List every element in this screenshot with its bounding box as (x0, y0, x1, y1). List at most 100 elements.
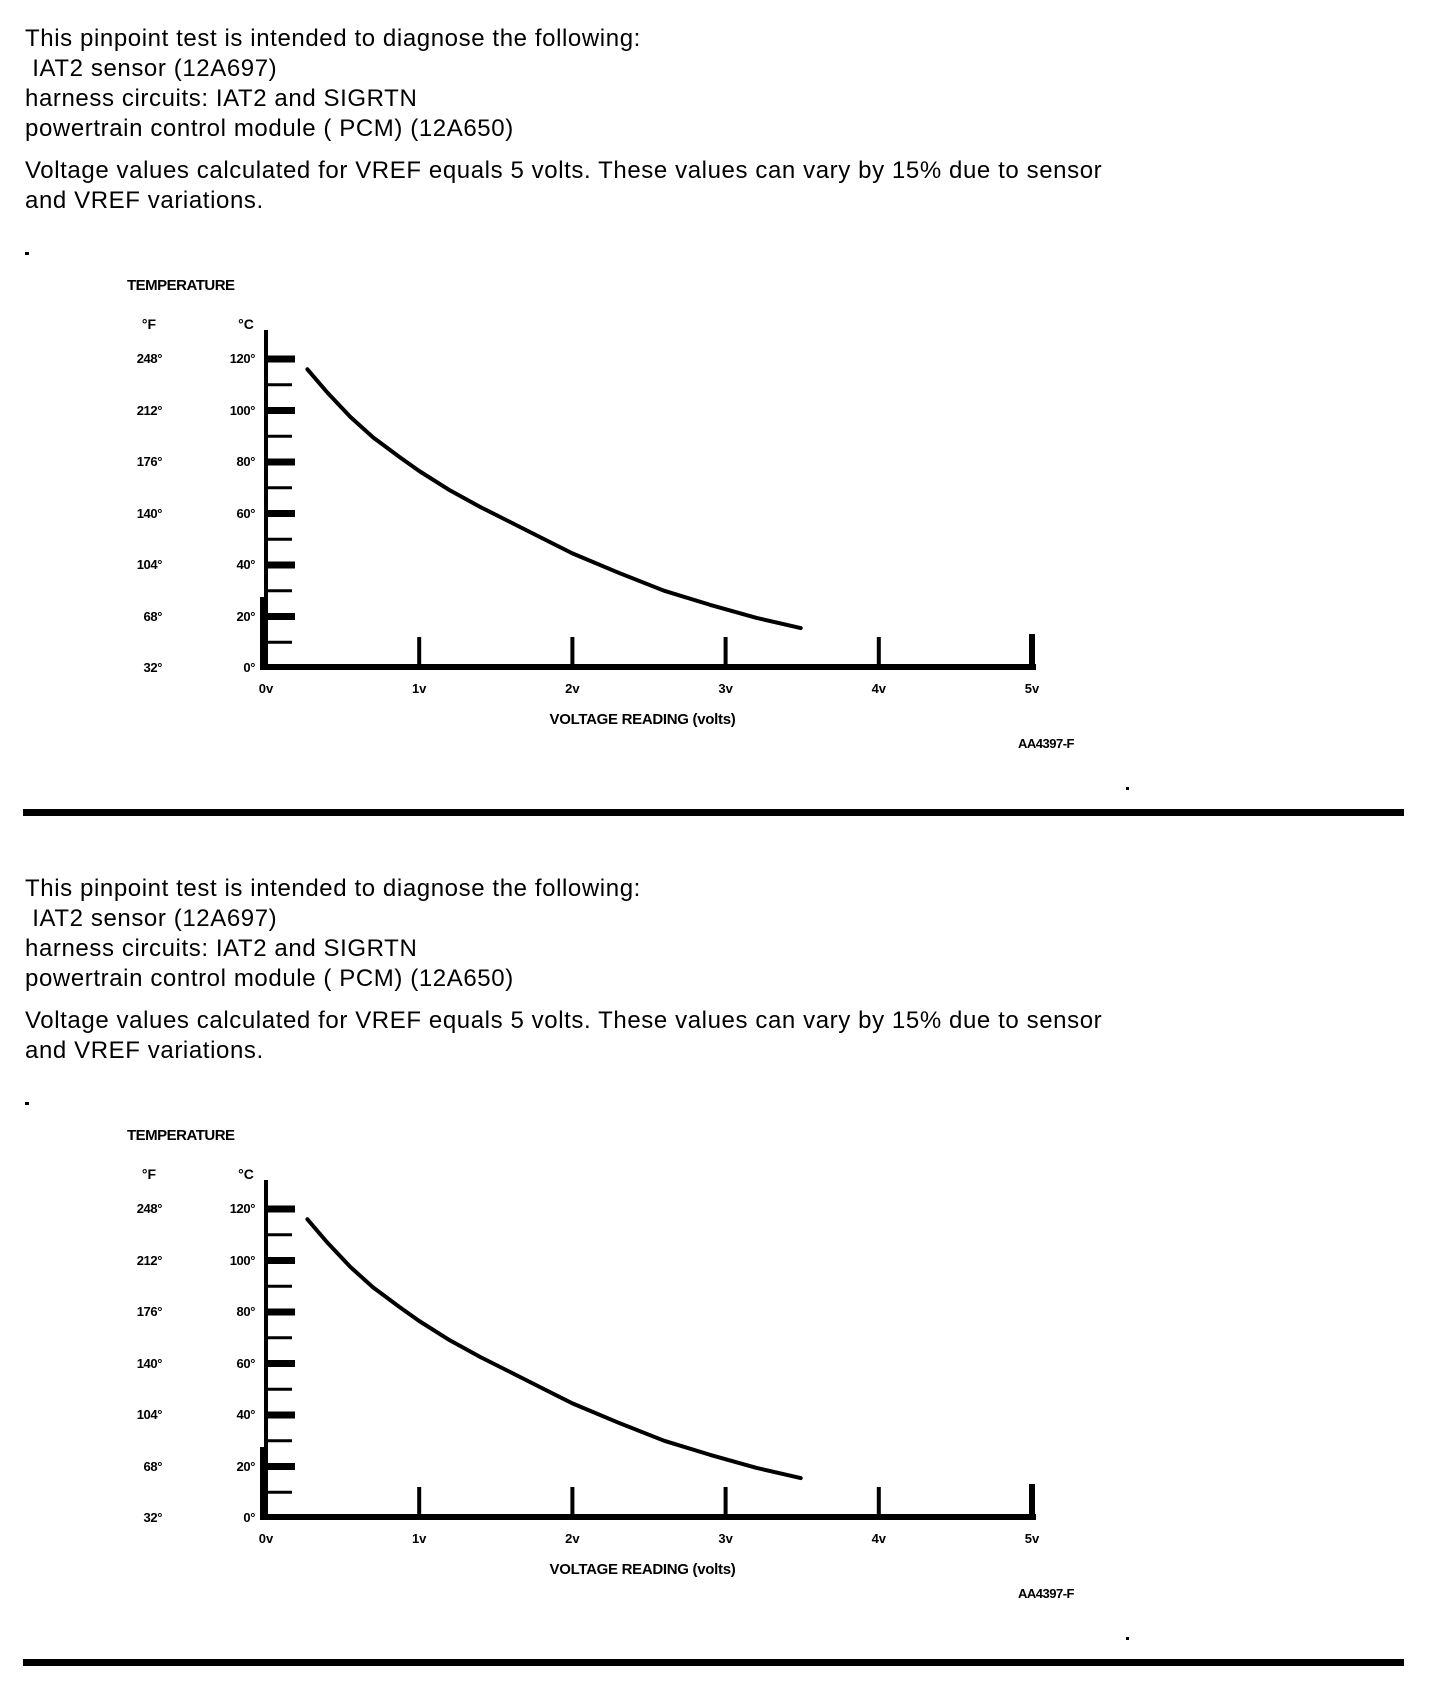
voltage-tick-label: 1v (411, 1531, 427, 1546)
fahrenheit-tick-label: 140° (136, 505, 163, 521)
y-minor-tick (268, 589, 292, 593)
celsius-tick-label: 80° (236, 1304, 256, 1319)
y-axis-lower-thickening (260, 1447, 265, 1520)
fahrenheit-tick-label: 248° (136, 1201, 163, 1216)
voltage-tick-label: 1v (411, 681, 427, 696)
fahrenheit-tick-label: 176° (136, 1304, 163, 1319)
chart-title: TEMPERATURE (127, 1127, 235, 1144)
sensor-curve (305, 1217, 803, 1481)
x-volt-tick (876, 637, 881, 664)
y-major-tick (268, 407, 295, 414)
y-minor-tick (268, 1387, 292, 1391)
y-minor-tick (268, 383, 292, 387)
section-divider (23, 809, 1404, 816)
diagnose-item-harness: harness circuits: IAT2 and SIGRTN (25, 85, 418, 112)
fahrenheit-tick-label: 32° (143, 1510, 163, 1525)
fahrenheit-tick-label: 248° (136, 351, 163, 366)
stray-dot (25, 252, 29, 255)
y-major-tick (268, 1257, 295, 1264)
y-minor-tick (268, 537, 292, 541)
iat2-transfer-chart: TEMPERATURE °F °C 248° 120° 212° 100° 176° 80° 14… (0, 850, 1456, 1700)
celsius-tick-label: 100° (229, 1252, 256, 1268)
celsius-tick-label: 40° (236, 557, 256, 572)
y-axis (264, 1180, 268, 1520)
fahrenheit-tick-label: 68° (143, 608, 163, 624)
voltage-tick-label: 5v (1024, 1531, 1040, 1546)
y-major-tick (268, 1463, 295, 1470)
figure-code: AA4397-F (1018, 1586, 1074, 1601)
y-major-tick (268, 1205, 295, 1213)
fahrenheit-tick-label: 140° (136, 1355, 163, 1371)
y-axis (264, 330, 268, 670)
vref-note-line2: and VREF variations. (25, 1037, 264, 1064)
chart-canvas (260, 1180, 1036, 1520)
voltage-tick-label: 3v (718, 681, 733, 696)
fahrenheit-tick-label: 212° (136, 1252, 163, 1268)
voltage-tick-label: 2v (565, 1531, 580, 1546)
diagnose-item-pcm: powertrain control module ( PCM) (12A650… (25, 965, 514, 992)
x-volt-tick (417, 637, 422, 664)
pinpoint-test-section: This pinpoint test is intended to diagno… (0, 850, 1456, 1700)
y-major-tick (268, 613, 295, 620)
stray-dot (1126, 787, 1129, 790)
y-major-tick (268, 458, 295, 466)
y-major-tick (268, 510, 295, 517)
x-axis (264, 1514, 1036, 1520)
celsius-tick-label: 100° (229, 402, 256, 418)
diagnose-item-sensor: IAT2 sensor (12A697) (25, 55, 278, 82)
chart-canvas (260, 330, 1036, 670)
diagnose-item-harness: harness circuits: IAT2 and SIGRTN (25, 935, 418, 962)
voltage-tick-label: 0v (258, 1531, 274, 1546)
voltage-tick-label: 4v (871, 681, 887, 696)
y-major-tick (268, 1360, 295, 1367)
y-minor-tick (268, 1233, 292, 1237)
diagnose-heading: This pinpoint test is intended to diagno… (25, 875, 641, 902)
diagnose-item-sensor: IAT2 sensor (12A697) (25, 905, 278, 932)
voltage-tick-label: 3v (718, 1531, 733, 1546)
fahrenheit-tick-label: 104° (136, 557, 163, 572)
y-minor-tick (268, 1490, 292, 1494)
fahrenheit-tick-label: 104° (136, 1407, 163, 1422)
voltage-tick-label: 0v (258, 681, 274, 696)
diagnose-item-pcm: powertrain control module ( PCM) (12A650… (25, 115, 514, 142)
celsius-tick-label: 20° (236, 1458, 256, 1474)
fahrenheit-tick-label: 68° (143, 1458, 163, 1474)
x-volt-tick-end (1029, 634, 1035, 664)
y-major-tick (268, 355, 295, 363)
stray-dot (1126, 1637, 1129, 1640)
x-volt-tick-end (1029, 1484, 1035, 1514)
celsius-tick-label: 80° (236, 454, 256, 469)
celsius-tick-label: 0° (243, 1510, 255, 1525)
vref-note-line1: Voltage values calculated for VREF equal… (25, 157, 1103, 184)
vref-note-line2: and VREF variations. (25, 187, 264, 214)
y-major-tick (268, 1308, 295, 1316)
iat2-transfer-chart: TEMPERATURE °F °C 248° 120° 212° 100° 176° 80° 14… (127, 277, 1129, 790)
fahrenheit-column-header: °F (141, 1166, 157, 1182)
celsius-tick-label: 40° (236, 1407, 256, 1422)
y-minor-tick (268, 486, 292, 490)
x-volt-tick (723, 1487, 728, 1514)
fahrenheit-tick-label: 176° (136, 454, 163, 469)
celsius-tick-label: 120° (229, 1201, 256, 1216)
x-axis-label: VOLTAGE READING (volts) (549, 711, 736, 728)
x-volt-tick (723, 637, 728, 664)
voltage-tick-label: 2v (565, 681, 580, 696)
diagnose-heading: This pinpoint test is intended to diagno… (25, 25, 641, 52)
chart-title: TEMPERATURE (127, 277, 235, 294)
sensor-curve (305, 367, 803, 631)
x-axis-label: VOLTAGE READING (volts) (549, 1561, 736, 1578)
x-volt-tick (570, 1487, 575, 1514)
vref-note-line1: Voltage values calculated for VREF equal… (25, 1007, 1103, 1034)
celsius-tick-label: 0° (243, 660, 255, 675)
y-minor-tick (268, 1439, 292, 1443)
x-axis (264, 664, 1036, 670)
celsius-column-header: °C (238, 316, 254, 332)
celsius-tick-label: 60° (236, 505, 256, 521)
celsius-tick-label: 120° (229, 351, 256, 366)
pinpoint-test-section: This pinpoint test is intended to diagno… (23, 25, 1404, 816)
stray-dot (25, 1102, 29, 1105)
voltage-tick-label: 4v (871, 1531, 887, 1546)
x-volt-tick (417, 1487, 422, 1514)
figure-code: AA4397-F (1018, 736, 1074, 751)
